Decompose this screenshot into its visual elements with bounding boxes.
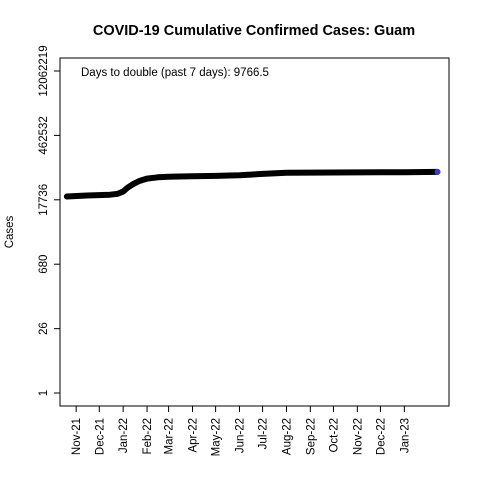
x-tick-label: Jul-22 xyxy=(258,418,270,449)
x-tick-label: Jan-22 xyxy=(118,418,130,453)
x-tick-label: Jun-22 xyxy=(234,418,246,453)
x-tick-label: Dec-21 xyxy=(94,418,106,455)
latest-point xyxy=(434,168,441,175)
x-tick-label: Apr-22 xyxy=(187,418,199,453)
x-tick-label: Mar-22 xyxy=(164,418,176,454)
x-tick-label: Nov-21 xyxy=(71,418,83,455)
y-tick-label: 12062219 xyxy=(38,45,50,96)
y-axis-label: Cases xyxy=(4,215,16,248)
y-tick-label: 680 xyxy=(38,255,50,274)
y-tick-label: 26 xyxy=(38,322,50,335)
y-axis: 1 26 680 17736 462532 12062219 xyxy=(38,45,60,396)
x-tick-label: Oct-22 xyxy=(328,418,340,453)
x-tick-label: Feb-22 xyxy=(142,418,154,454)
cases-line xyxy=(63,168,441,200)
x-tick-label: Dec-22 xyxy=(375,418,387,455)
series-layer xyxy=(63,168,441,200)
plot-area xyxy=(59,57,450,407)
y-tick-label: 17736 xyxy=(38,184,50,216)
y-tick-label: 1 xyxy=(38,390,50,396)
x-tick-label: Aug-22 xyxy=(281,418,293,455)
x-tick-label: Sep-22 xyxy=(305,418,317,455)
x-tick-label: May-22 xyxy=(211,418,223,456)
x-tick-label: Jan-23 xyxy=(399,418,411,453)
x-tick-label: Nov-22 xyxy=(352,418,364,455)
y-tick-label: 462532 xyxy=(38,116,50,154)
x-axis: Nov-21 Dec-21 Jan-22 Feb-22 Mar-22 Apr-22 May-… xyxy=(71,406,411,456)
doubling-time-annotation: Days to double (past 7 days): 9766.5 xyxy=(81,67,269,79)
chart-title: COVID-19 Cumulative Confirmed Cases: Gua… xyxy=(93,23,415,39)
